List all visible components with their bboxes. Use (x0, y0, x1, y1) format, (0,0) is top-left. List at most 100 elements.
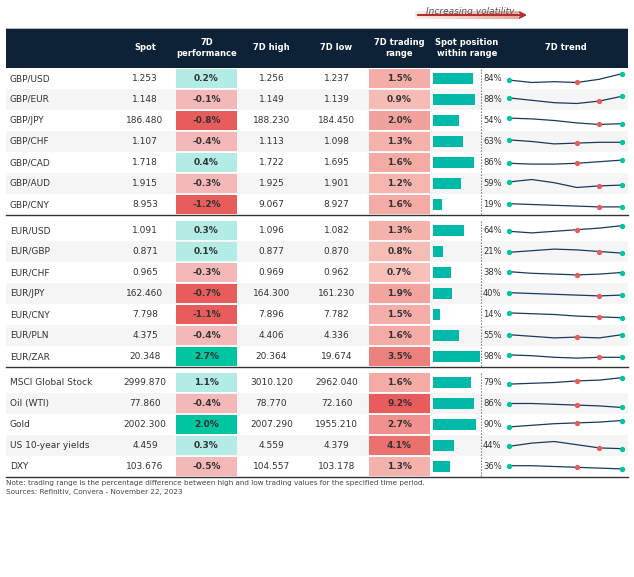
Text: 0.3%: 0.3% (194, 226, 219, 235)
Bar (433, 200, 442, 209)
Text: 1.718: 1.718 (132, 158, 158, 167)
Bar (436, 11, 441, 19)
Bar (369, 305, 430, 324)
Text: 55%: 55% (483, 331, 501, 340)
Text: 20.364: 20.364 (256, 352, 287, 361)
Bar (433, 226, 463, 235)
Text: 9.2%: 9.2% (387, 399, 412, 408)
Text: 1.695: 1.695 (323, 158, 349, 167)
Text: 1.096: 1.096 (259, 226, 285, 235)
Text: 78.770: 78.770 (256, 399, 287, 408)
Text: 0.1%: 0.1% (194, 247, 219, 256)
Bar (462, 11, 467, 19)
Text: 0.9%: 0.9% (387, 95, 412, 104)
Text: 0.965: 0.965 (132, 268, 158, 277)
Text: EUR/CHF: EUR/CHF (10, 268, 49, 277)
Text: 1.9%: 1.9% (387, 289, 412, 298)
Bar (176, 415, 237, 434)
Bar (176, 436, 237, 455)
Text: -0.3%: -0.3% (192, 179, 221, 188)
Text: 1.722: 1.722 (259, 158, 284, 167)
Text: 86%: 86% (483, 399, 501, 408)
Text: 7D low: 7D low (320, 43, 353, 53)
Text: 19%: 19% (483, 200, 501, 209)
Bar (472, 11, 477, 19)
Text: GBP/EUR: GBP/EUR (10, 95, 50, 104)
Text: GBP/CHF: GBP/CHF (10, 137, 49, 146)
Bar (433, 268, 451, 278)
Bar (6, 304, 628, 325)
Text: 77.860: 77.860 (129, 399, 161, 408)
Text: EUR/CNY: EUR/CNY (10, 310, 49, 319)
Bar (176, 132, 237, 151)
Bar (176, 326, 237, 345)
Text: GBP/AUD: GBP/AUD (10, 179, 51, 188)
Text: 1.2%: 1.2% (387, 179, 412, 188)
Text: 2002.300: 2002.300 (124, 420, 167, 429)
Bar (176, 263, 237, 282)
Text: 1.901: 1.901 (323, 179, 349, 188)
Bar (6, 346, 628, 367)
Text: Gold: Gold (10, 420, 31, 429)
Bar (6, 241, 628, 262)
Bar (498, 11, 503, 19)
Text: 44%: 44% (483, 441, 501, 450)
Text: 90%: 90% (483, 420, 501, 429)
Text: 20.348: 20.348 (129, 352, 160, 361)
Text: 1.3%: 1.3% (387, 226, 412, 235)
Text: 0.870: 0.870 (323, 247, 349, 256)
Text: 4.375: 4.375 (132, 331, 158, 340)
Text: 0.962: 0.962 (323, 268, 349, 277)
Bar (176, 221, 237, 240)
Bar (433, 95, 476, 104)
Bar (456, 11, 462, 19)
Bar (176, 242, 237, 261)
Text: 7.896: 7.896 (259, 310, 285, 319)
Text: 1.113: 1.113 (259, 137, 285, 146)
Bar (369, 153, 430, 172)
Bar (433, 399, 474, 409)
Bar (6, 435, 628, 456)
Text: 1.3%: 1.3% (387, 137, 412, 146)
Bar (433, 440, 454, 451)
Text: 84%: 84% (483, 74, 501, 83)
Bar (369, 90, 430, 109)
Bar (369, 436, 430, 455)
Text: -0.4%: -0.4% (192, 331, 221, 340)
Text: Note: trading range is the percentage difference between high and low trading va: Note: trading range is the percentage di… (6, 480, 425, 486)
Bar (425, 11, 430, 19)
Bar (441, 11, 446, 19)
Text: 14%: 14% (483, 310, 501, 319)
Bar (369, 284, 430, 303)
Text: Spot: Spot (134, 43, 156, 53)
Bar (6, 173, 628, 194)
Bar (420, 11, 425, 19)
Bar (6, 131, 628, 152)
Bar (6, 28, 628, 68)
Bar (487, 11, 492, 19)
Text: 1.1%: 1.1% (194, 378, 219, 387)
Bar (176, 305, 237, 324)
Bar (176, 394, 237, 413)
Bar (369, 69, 430, 88)
Text: 1.149: 1.149 (259, 95, 285, 104)
Bar (176, 90, 237, 109)
Text: 1.3%: 1.3% (387, 462, 412, 471)
Text: 4.406: 4.406 (259, 331, 284, 340)
Text: -1.1%: -1.1% (192, 310, 221, 319)
Text: 2999.870: 2999.870 (124, 378, 167, 387)
Text: 1.098: 1.098 (323, 137, 349, 146)
Text: 98%: 98% (483, 352, 501, 361)
Text: 1.6%: 1.6% (387, 200, 412, 209)
Bar (176, 174, 237, 193)
Bar (176, 153, 237, 172)
Bar (6, 89, 628, 110)
Text: 7D high: 7D high (253, 43, 290, 53)
Text: 64%: 64% (483, 226, 501, 235)
Text: EUR/ZAR: EUR/ZAR (10, 352, 50, 361)
Bar (6, 456, 628, 477)
Text: 1.6%: 1.6% (387, 378, 412, 387)
Bar (176, 69, 237, 88)
Bar (176, 373, 237, 392)
Text: 8.927: 8.927 (323, 200, 349, 209)
